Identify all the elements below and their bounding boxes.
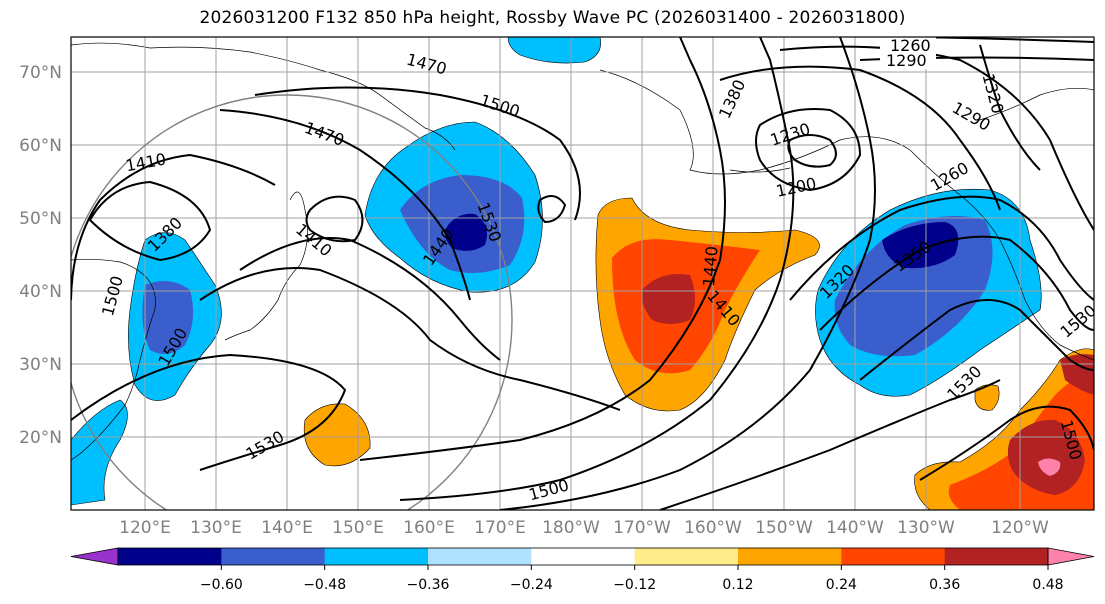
contour-1440-east [399,37,795,501]
colorbar-box [738,548,842,565]
lat-label: 70°N [19,63,62,83]
contour-label: 1290 [886,51,927,70]
colorbar-box [221,548,326,565]
colorbar-tick-label: 0.24 [826,577,857,593]
colorbar-extend-low [70,547,119,566]
colorbar: −0.60 −0.48 −0.36 −0.24 −0.12 0.12 0.24 0.36 0.4… [70,547,1095,593]
colorbar-box [944,548,1049,565]
colorbar-tick-label: −0.36 [407,577,450,593]
contour-1200-low [787,134,837,168]
neg-anomaly-kamchatka-core [444,213,488,251]
colorbar-box [428,548,532,565]
latitude-labels: 70°N 60°N 50°N 40°N 30°N 20°N [19,63,62,448]
lat-label: 50°N [19,209,62,229]
longitude-labels: 120°E 130°E 140°E 150°E 160°E 170°E 180°… [119,518,1049,538]
contour-label: 1260 [890,36,931,55]
contour-1530-east [859,299,1094,381]
height-contours [71,37,1094,510]
lon-label: 150°W [755,518,813,538]
lat-label: 30°N [19,355,62,375]
colorbar-box [118,548,222,565]
contour-label: 1440 [699,245,721,287]
contour-1320-north [979,44,1041,171]
map-frame [70,36,1095,511]
lat-label: 20°N [19,428,62,448]
lon-label: 140°E [261,518,313,538]
pos-anomaly-central-pacific-core [641,274,695,324]
pos-anomaly-east-pacific-core [1007,419,1085,495]
contour-1290 [779,45,1094,231]
colorbar-tick-label: −0.12 [613,577,656,593]
contour-1500-north [254,86,581,221]
neg-anomaly-korea-mid [142,281,194,354]
contour-closed-kuril [305,195,364,243]
contour-closed-small [537,195,567,224]
lat-label: 60°N [19,136,62,156]
colorbar-tick-label: −0.60 [200,577,243,593]
contour-1500-south [659,379,1001,510]
lon-label: 160°E [403,518,455,538]
contour-1380-low [88,180,212,262]
graticule [71,37,1094,510]
colorbar-frame [117,547,1049,566]
contour-1260 [719,65,1001,211]
neg-anomaly-arctic [507,37,601,64]
contour-1500-east [919,405,1094,481]
colorbar-box [841,548,946,565]
contour-1530-west [71,353,347,471]
colorbar-box [324,548,429,565]
lat-label: 40°N [19,282,62,302]
colorbar-box [531,548,636,565]
lon-label: 120°E [119,518,171,538]
colorbar-box [634,548,739,565]
contour-1350 [819,235,1094,331]
map-plot-area: 1260 1290 1320 1470 1500 1380 1230 1290 … [71,36,1094,510]
pc-shading [71,37,1094,510]
lon-label: 180°W [542,518,600,538]
contour-1230-low [755,108,862,192]
colorbar-tick-label: −0.24 [510,577,553,593]
map-title: 2026031200 F132 850 hPa height, Rossby W… [199,8,906,28]
pos-anomaly-small [974,384,1000,411]
lon-label: 170°W [613,518,671,538]
neg-anomaly-south-china [71,399,128,506]
contour-1500-mid [199,267,621,411]
colorbar-tick-label: 0.12 [722,577,753,593]
lon-label: 130°W [897,518,955,538]
pos-anomaly-extreme [1038,458,1061,476]
coast-canada [979,88,1094,121]
colorbar-extend-high [1047,547,1095,566]
contour-1410-east [359,37,726,461]
lon-label: 160°W [684,518,742,538]
pos-anomaly-west-pacific [303,403,371,467]
contour-1470-east [499,37,876,510]
contour-1470 [219,109,471,301]
colorbar-tick-label: 0.36 [929,577,960,593]
lon-label: 120°W [991,518,1049,538]
contour-1440 [239,237,501,361]
lon-label: 130°E [190,518,242,538]
coast-aleutians [729,167,791,173]
great-circle [71,94,513,510]
colorbar-tick-label: −0.48 [303,577,346,593]
neg-anomaly-gulf-alaska-core [882,222,959,269]
contour-1410-west [71,153,276,301]
lon-label: 150°E [332,518,384,538]
colorbar-tick-label: 0.48 [1032,577,1063,593]
lon-label: 170°E [474,518,526,538]
coast-alaska [599,69,1094,361]
contour-1320 [789,195,1094,301]
coast-siberia [71,42,456,151]
lon-label: 140°W [826,518,884,538]
